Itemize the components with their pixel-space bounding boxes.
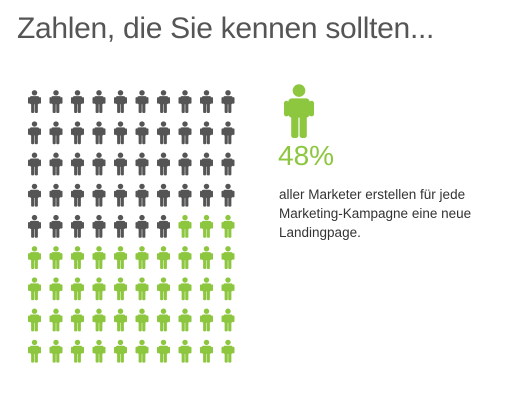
person-icon-highlighted (92, 339, 106, 363)
person-icon-highlighted (157, 308, 170, 332)
person-icon (200, 121, 213, 145)
pictograph-svg (28, 90, 235, 363)
person-icon (221, 152, 235, 176)
person-icon (221, 121, 235, 145)
person-icon (135, 152, 149, 176)
person-icon (114, 214, 127, 238)
person-icon-highlighted (135, 308, 149, 332)
person-icon-highlighted (92, 246, 106, 269)
person-icon (178, 152, 192, 176)
person-icon-highlighted (157, 277, 170, 301)
person-icon-highlighted (221, 214, 235, 238)
stat-caption: aller Marketer erstellen für jede Market… (279, 187, 472, 240)
pictograph-grid (28, 90, 238, 365)
person-icon (135, 121, 149, 145)
person-icon (221, 90, 235, 113)
person-icon (114, 121, 127, 145)
person-icon (114, 90, 127, 113)
person-icon (200, 183, 213, 207)
person-icon (92, 152, 106, 176)
person-icon-highlighted (114, 308, 127, 332)
person-icon (71, 152, 84, 176)
person-icon-highlighted (28, 277, 41, 301)
person-icon-highlighted (49, 308, 63, 332)
person-icon-highlighted (28, 339, 41, 363)
person-icon (71, 90, 84, 113)
person-icon (157, 90, 170, 113)
person-icon (71, 121, 84, 145)
person-icon-highlighted (49, 339, 63, 363)
stat-percentage: 48% (278, 140, 335, 171)
person-icon (157, 214, 170, 238)
page-title: Zahlen, die Sie kennen sollten... (17, 12, 435, 45)
person-icon (49, 152, 63, 176)
person-icon-highlighted (71, 246, 84, 269)
person-icon-highlighted (178, 308, 192, 332)
person-icon (135, 183, 149, 207)
person-icon-highlighted (71, 277, 84, 301)
person-icon (92, 183, 106, 207)
person-icon (284, 84, 314, 138)
person-icon-highlighted (28, 246, 41, 269)
person-icon-highlighted (200, 246, 213, 269)
person-icon (135, 214, 149, 238)
person-icon-highlighted (178, 277, 192, 301)
person-icon (71, 214, 84, 238)
person-icon-highlighted (135, 277, 149, 301)
person-icon-highlighted (178, 214, 192, 238)
person-icon (114, 152, 127, 176)
person-icon-highlighted (135, 339, 149, 363)
person-icon (28, 152, 41, 176)
person-icon (49, 183, 63, 207)
person-icon-highlighted (114, 246, 127, 269)
person-icon (28, 183, 41, 207)
person-icon (49, 121, 63, 145)
person-icon (178, 121, 192, 145)
person-icon-highlighted (49, 277, 63, 301)
person-icon (28, 90, 41, 113)
person-icon-highlighted (200, 308, 213, 332)
person-icon (157, 183, 170, 207)
person-icon-highlighted (71, 339, 84, 363)
person-icon (178, 183, 192, 207)
person-icon-highlighted (221, 277, 235, 301)
person-icon-highlighted (157, 339, 170, 363)
person-icon-highlighted (200, 214, 213, 238)
person-icon-highlighted (114, 339, 127, 363)
person-icon-highlighted (178, 246, 192, 269)
person-icon (221, 183, 235, 207)
person-icon (49, 214, 63, 238)
person-icon-highlighted (135, 246, 149, 269)
person-icon (200, 90, 213, 113)
highlight-person-icon (284, 84, 314, 143)
person-icon (92, 214, 106, 238)
person-icon-highlighted (92, 308, 106, 332)
person-icon (49, 90, 63, 113)
person-icon-highlighted (221, 339, 235, 363)
person-icon-highlighted (71, 308, 84, 332)
person-icon-highlighted (49, 246, 63, 269)
person-icon (135, 90, 149, 113)
person-icon-highlighted (114, 277, 127, 301)
person-icon (92, 121, 106, 145)
person-icon-highlighted (221, 246, 235, 269)
person-icon-highlighted (200, 277, 213, 301)
person-icon (114, 183, 127, 207)
person-icon-highlighted (200, 339, 213, 363)
person-icon-highlighted (28, 308, 41, 332)
person-icon (157, 121, 170, 145)
person-icon (200, 152, 213, 176)
person-icon (178, 90, 192, 113)
person-icon (157, 152, 170, 176)
person-icon-highlighted (157, 246, 170, 269)
person-icon-highlighted (178, 339, 192, 363)
person-icon (28, 121, 41, 145)
person-icon-highlighted (221, 308, 235, 332)
person-icon (28, 214, 41, 238)
person-icon-highlighted (92, 277, 106, 301)
person-icon (92, 90, 106, 113)
person-icon (71, 183, 84, 207)
